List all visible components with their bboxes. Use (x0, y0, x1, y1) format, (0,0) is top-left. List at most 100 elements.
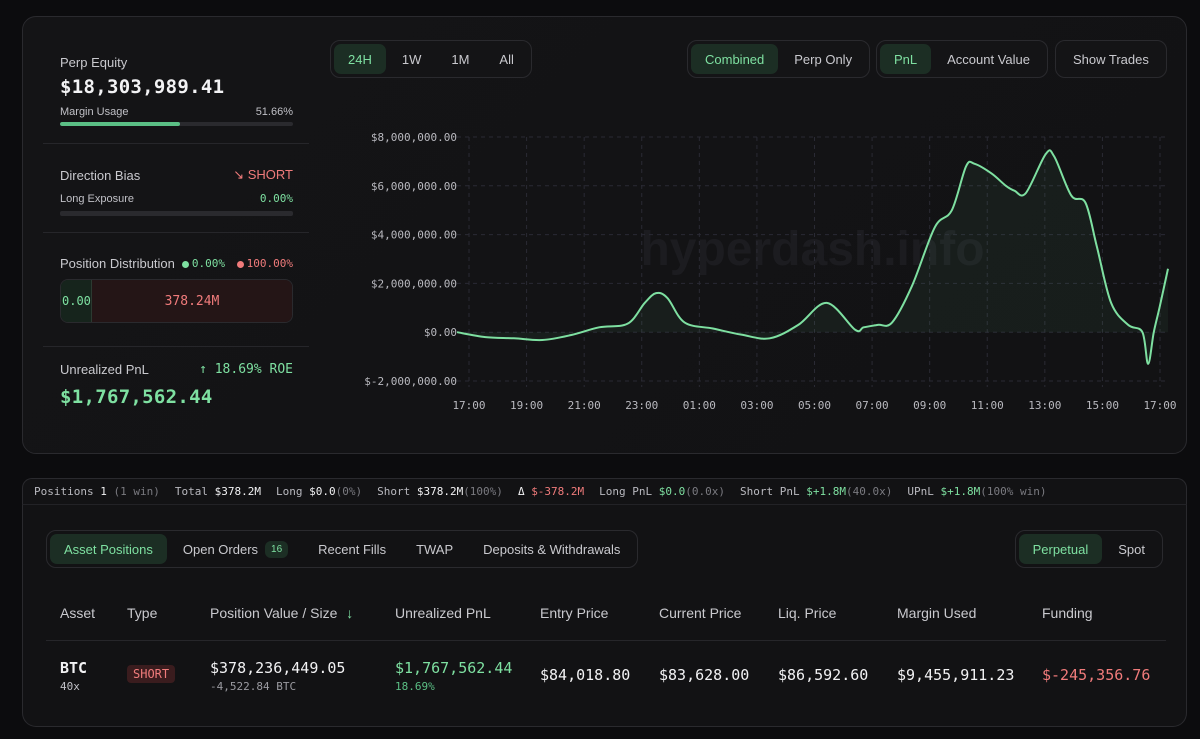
header-entry-price[interactable]: Entry Price (540, 605, 609, 621)
short-segment: 378.24M (92, 280, 292, 322)
divider (43, 346, 309, 347)
summary-long-pnl: Long PnL $0.0(0.0x) (599, 485, 725, 498)
direction-bias-label: Direction Bias (60, 167, 141, 183)
upnl-cell-value: $1,767,562.44 (395, 659, 513, 677)
x-tick-label: 13:00 (1028, 399, 1061, 412)
trend-down-icon: ↘ (233, 167, 245, 182)
open-orders-count-badge: 16 (265, 540, 289, 558)
x-tick-label: 01:00 (683, 399, 716, 412)
long-label: Long (275, 485, 303, 498)
header-asset[interactable]: Asset (60, 605, 96, 621)
perp-equity-value: $18,303,989.41 (60, 76, 225, 98)
unrealized-pnl-section: Unrealized PnL ↑ 18.69% ROE $1,767,562.4… (60, 362, 293, 408)
tab-open-orders[interactable]: Open Orders 16 (169, 534, 302, 564)
long-pct: 0.00% (191, 257, 226, 270)
long-pnl-label: Long PnL (599, 485, 653, 498)
divider (43, 232, 309, 233)
position-type-badge: SHORT (127, 665, 176, 683)
x-tick-label: 17:00 (452, 399, 485, 412)
short-dot-icon (236, 260, 244, 268)
cell-current-price: $83,628.00 (659, 666, 750, 684)
summary-delta: Δ $-378.2M (518, 485, 584, 498)
long-dot-icon (181, 260, 189, 268)
show-trades-wrapper: Show Trades (1055, 40, 1167, 78)
roe-value: ↑ 18.69% ROE (199, 362, 293, 377)
pnl-chart: hyperdash.info $8,000,000.00 $6,000,000.00… (364, 131, 1176, 412)
header-margin-used[interactable]: Margin Used (897, 605, 977, 621)
short-pct-note: (100%) (463, 485, 503, 498)
market-type-selector: Perpetual Spot (1014, 530, 1163, 568)
cell-upnl: $1,767,562.44 18.69% (395, 659, 512, 693)
tab-twap[interactable]: TWAP (416, 541, 454, 557)
long-exposure-bar (60, 211, 293, 216)
long-pnl-note: (0.0x) (685, 485, 726, 498)
series-area (457, 150, 1168, 364)
cell-position: $378,236,449.05 -4,522.84 BTC (210, 659, 345, 693)
x-tick-label: 03:00 (740, 399, 773, 412)
unrealized-pnl-label: Unrealized PnL (60, 362, 149, 377)
direction-bias-section: Direction Bias ↘ SHORT Long Exposure 0.0… (60, 167, 293, 216)
distribution-bar: 0.00 378.24M (60, 279, 293, 323)
summary-short: Short $378.2M(100%) (377, 485, 503, 498)
header-position-value[interactable]: Position Value / Size ↓ (210, 605, 353, 621)
delta-icon: Δ (517, 485, 525, 498)
long-exposure-value: 0.00% (259, 192, 293, 205)
position-header-text: Position Value / Size (210, 605, 338, 621)
upnl-note: (100% win) (980, 485, 1047, 498)
upnl-value: $+1.8M (940, 485, 981, 498)
y-tick-label: $8,000,000.00 (371, 131, 457, 144)
tab-recent-fills[interactable]: Recent Fills (318, 541, 387, 557)
asset-name: BTC (60, 659, 88, 677)
x-tick-label: 21:00 (568, 399, 601, 412)
metric-selector: PnL Account Value (876, 40, 1049, 78)
x-tick-label: 05:00 (798, 399, 831, 412)
show-trades-button[interactable]: Show Trades (1073, 51, 1149, 67)
positions-count: 1 (100, 485, 107, 498)
y-tick-label: $0.00 (424, 326, 457, 339)
arrow-up-icon: ↑ (199, 362, 207, 377)
tab-asset-positions[interactable]: Asset Positions (50, 534, 167, 564)
long-exposure-label: Long Exposure (60, 192, 134, 205)
header-funding[interactable]: Funding (1042, 605, 1093, 621)
y-tick-label: $4,000,000.00 (371, 229, 457, 242)
x-tick-label: 09:00 (913, 399, 946, 412)
header-liq-price[interactable]: Liq. Price (778, 605, 837, 621)
cell-funding: $-245,356.76 (1042, 666, 1151, 684)
series-line (456, 149, 1169, 365)
long-segment: 0.00 (61, 280, 92, 322)
range-1w-button[interactable]: 1W (401, 51, 422, 67)
short-label: Short (377, 485, 411, 498)
total-value: $378.2M (214, 485, 261, 498)
header-type[interactable]: Type (127, 605, 158, 621)
combine-selector: Combined Perp Only (687, 40, 871, 78)
range-24h-button[interactable]: 24H (334, 44, 386, 74)
combined-button[interactable]: Combined (691, 44, 779, 74)
chart-watermark: hyperdash.info (640, 223, 984, 276)
range-all-button[interactable]: All (499, 51, 514, 67)
pnl-button[interactable]: PnL (880, 44, 932, 74)
asset-leverage: 40x (60, 680, 80, 693)
x-tick-label: 11:00 (971, 399, 1004, 412)
margin-usage-value: 51.66% (255, 106, 293, 118)
account-value-button[interactable]: Account Value (947, 51, 1031, 67)
header-current-price[interactable]: Current Price (659, 605, 742, 621)
long-pct-note: (0%) (335, 485, 363, 498)
long-pnl-value: $0.0 (658, 485, 686, 498)
perpetual-button[interactable]: Perpetual (1018, 534, 1103, 564)
long-value: $0.0 (309, 485, 336, 498)
arrow-down-icon: ↓ (346, 605, 354, 621)
perp-equity-section: Perp Equity $18,303,989.41 Margin Usage … (60, 55, 293, 126)
perp-only-button[interactable]: Perp Only (794, 51, 853, 67)
cell-liq-price: $86,592.60 (778, 666, 869, 684)
direction-bias-value: ↘ SHORT (233, 167, 293, 183)
tab-deposits-withdrawals[interactable]: Deposits & Withdrawals (483, 541, 621, 557)
header-unrealized-pnl[interactable]: Unrealized PnL (395, 605, 491, 621)
unrealized-pnl-value: $1,767,562.44 (60, 386, 213, 408)
range-1m-button[interactable]: 1M (451, 51, 470, 67)
summary-positions: Positions 1 (1 win) (34, 485, 160, 498)
x-tick-label: 23:00 (625, 399, 658, 412)
spot-button[interactable]: Spot (1118, 541, 1145, 557)
positions-tabs: Asset Positions Open Orders 16 Recent Fil… (46, 530, 639, 568)
short-value: $378.2M (416, 485, 464, 498)
position-value: $378,236,449.05 (210, 659, 346, 677)
